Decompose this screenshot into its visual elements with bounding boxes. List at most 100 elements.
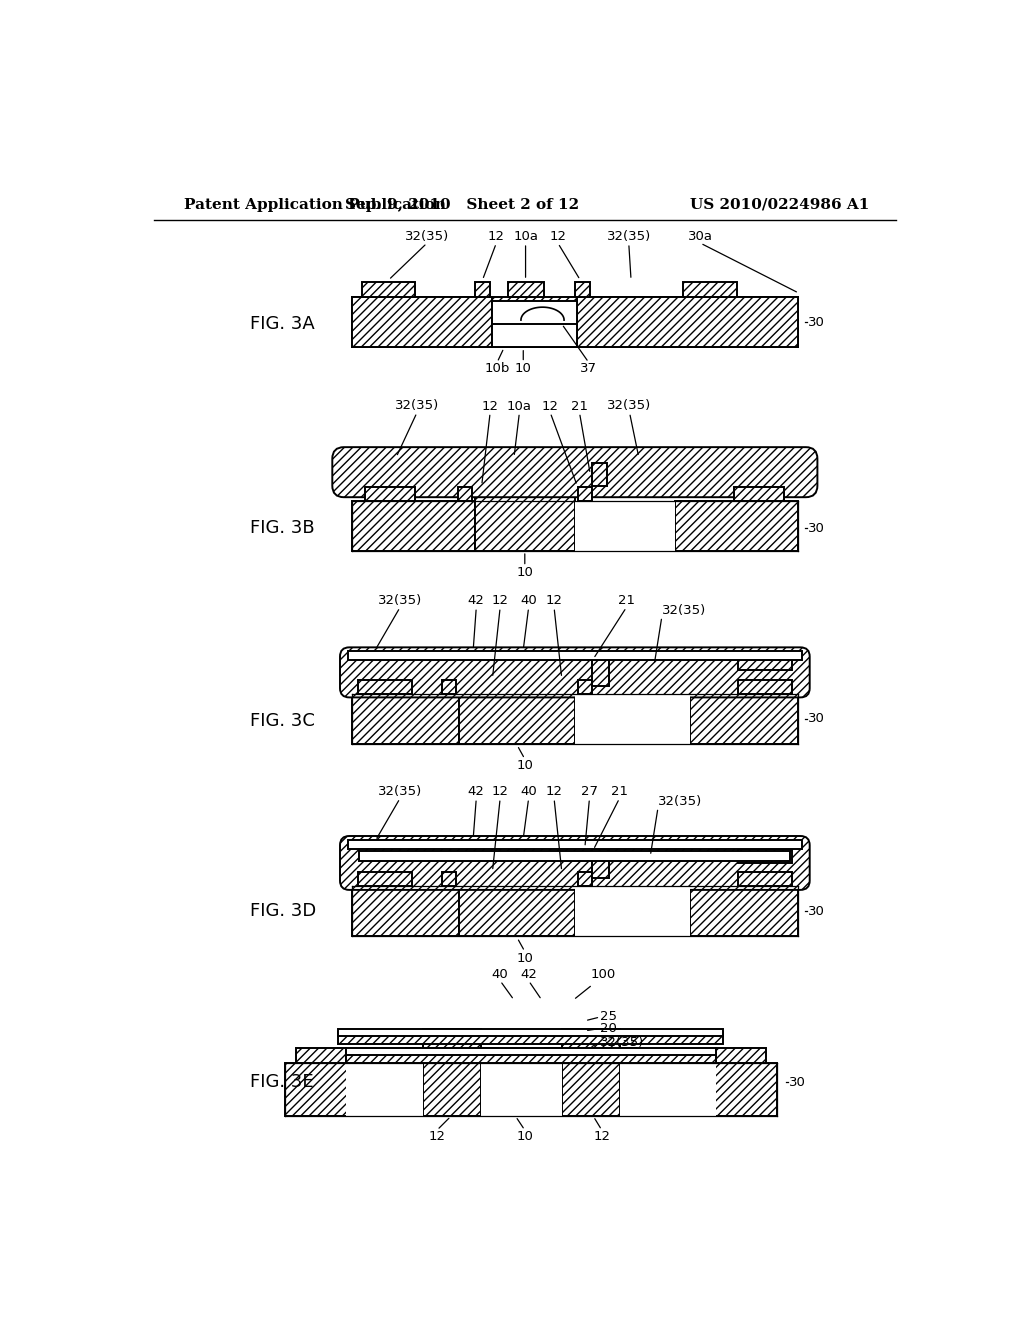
Bar bbox=[690, 886, 798, 936]
Text: 40: 40 bbox=[520, 594, 537, 607]
Bar bbox=[351, 297, 493, 347]
FancyBboxPatch shape bbox=[340, 647, 810, 697]
Bar bbox=[475, 451, 574, 552]
Bar bbox=[620, 1063, 716, 1115]
Bar bbox=[592, 849, 608, 878]
Text: 25: 25 bbox=[600, 1010, 617, 1023]
Text: 27: 27 bbox=[581, 785, 598, 799]
Bar bbox=[574, 281, 590, 297]
Text: 12: 12 bbox=[481, 400, 499, 412]
Text: 30: 30 bbox=[808, 906, 825, 917]
Text: 10b: 10b bbox=[484, 363, 510, 375]
Bar bbox=[442, 680, 457, 693]
Bar bbox=[423, 1028, 481, 1115]
Text: 20: 20 bbox=[600, 1022, 617, 1035]
Bar bbox=[366, 487, 416, 502]
Bar bbox=[351, 693, 460, 743]
Bar bbox=[574, 886, 690, 936]
Text: 42: 42 bbox=[468, 785, 484, 799]
Text: 12: 12 bbox=[593, 1130, 610, 1143]
Text: 12: 12 bbox=[550, 230, 566, 243]
Bar bbox=[458, 487, 472, 502]
Text: 30: 30 bbox=[808, 521, 825, 535]
Bar bbox=[738, 873, 792, 886]
Bar bbox=[623, 1048, 637, 1063]
Text: 12: 12 bbox=[546, 785, 562, 799]
Text: 30: 30 bbox=[808, 315, 825, 329]
Bar bbox=[493, 301, 578, 323]
Bar bbox=[493, 322, 578, 347]
Text: US 2010/0224986 A1: US 2010/0224986 A1 bbox=[690, 198, 869, 211]
Bar bbox=[346, 1063, 423, 1115]
Bar bbox=[348, 651, 802, 660]
Bar bbox=[481, 1063, 562, 1115]
Text: Patent Application Publication: Patent Application Publication bbox=[184, 198, 446, 211]
Text: 32(35): 32(35) bbox=[658, 795, 702, 808]
Bar bbox=[285, 1063, 777, 1115]
Text: 12: 12 bbox=[492, 785, 509, 799]
Bar bbox=[357, 873, 412, 886]
Bar bbox=[346, 1052, 716, 1063]
Bar bbox=[348, 840, 802, 849]
Text: 30a: 30a bbox=[688, 230, 713, 243]
Bar bbox=[675, 502, 798, 552]
Bar bbox=[351, 886, 460, 936]
Bar bbox=[716, 1048, 766, 1063]
Bar bbox=[346, 1048, 716, 1056]
Text: 32(35): 32(35) bbox=[606, 230, 651, 243]
Text: 12: 12 bbox=[487, 230, 505, 243]
Text: 30: 30 bbox=[788, 1076, 806, 1089]
Text: Sep. 9, 2010   Sheet 2 of 12: Sep. 9, 2010 Sheet 2 of 12 bbox=[345, 198, 579, 211]
Bar bbox=[578, 873, 592, 886]
Text: 12: 12 bbox=[492, 594, 509, 607]
FancyBboxPatch shape bbox=[340, 836, 810, 890]
Text: 32(35): 32(35) bbox=[600, 1036, 644, 1049]
Text: FIG. 3B: FIG. 3B bbox=[250, 519, 314, 537]
Text: 32(35): 32(35) bbox=[662, 603, 707, 616]
Bar bbox=[296, 1048, 346, 1063]
Text: 21: 21 bbox=[611, 785, 628, 799]
Bar bbox=[592, 656, 608, 686]
FancyBboxPatch shape bbox=[333, 447, 817, 498]
Bar bbox=[592, 462, 607, 486]
Text: 32(35): 32(35) bbox=[395, 400, 439, 412]
Text: 40: 40 bbox=[520, 785, 537, 799]
Bar bbox=[442, 873, 457, 886]
Bar bbox=[359, 851, 791, 861]
Bar bbox=[574, 693, 690, 743]
Text: 12: 12 bbox=[546, 594, 562, 607]
Text: 30: 30 bbox=[808, 713, 825, 726]
Bar bbox=[738, 656, 792, 671]
Bar bbox=[734, 487, 784, 502]
Text: 42: 42 bbox=[520, 968, 537, 981]
Text: 10: 10 bbox=[516, 952, 534, 965]
Bar bbox=[493, 321, 578, 347]
Text: 21: 21 bbox=[617, 594, 635, 607]
Bar bbox=[578, 487, 592, 502]
Bar bbox=[339, 1028, 724, 1036]
Text: 10a: 10a bbox=[507, 400, 531, 412]
Text: 12: 12 bbox=[428, 1130, 445, 1143]
Bar bbox=[578, 297, 798, 347]
Bar bbox=[738, 680, 792, 693]
Bar bbox=[683, 281, 737, 297]
Text: 12: 12 bbox=[542, 400, 559, 412]
Bar bbox=[574, 502, 675, 552]
Text: 42: 42 bbox=[468, 594, 484, 607]
Bar bbox=[339, 1032, 724, 1044]
Text: FIG. 3C: FIG. 3C bbox=[250, 711, 314, 730]
Text: FIG. 3E: FIG. 3E bbox=[250, 1073, 313, 1092]
Bar bbox=[475, 281, 490, 297]
Text: 10: 10 bbox=[516, 566, 534, 579]
Bar bbox=[738, 849, 792, 863]
Text: 32(35): 32(35) bbox=[607, 400, 651, 412]
Text: 32(35): 32(35) bbox=[404, 230, 450, 243]
Text: 32(35): 32(35) bbox=[378, 594, 422, 607]
Text: FIG. 3D: FIG. 3D bbox=[250, 903, 316, 920]
Bar bbox=[690, 693, 798, 743]
Bar bbox=[407, 1048, 420, 1063]
Bar bbox=[545, 1048, 559, 1063]
Text: 100: 100 bbox=[591, 968, 616, 981]
Bar bbox=[351, 297, 798, 347]
Bar bbox=[357, 680, 412, 693]
